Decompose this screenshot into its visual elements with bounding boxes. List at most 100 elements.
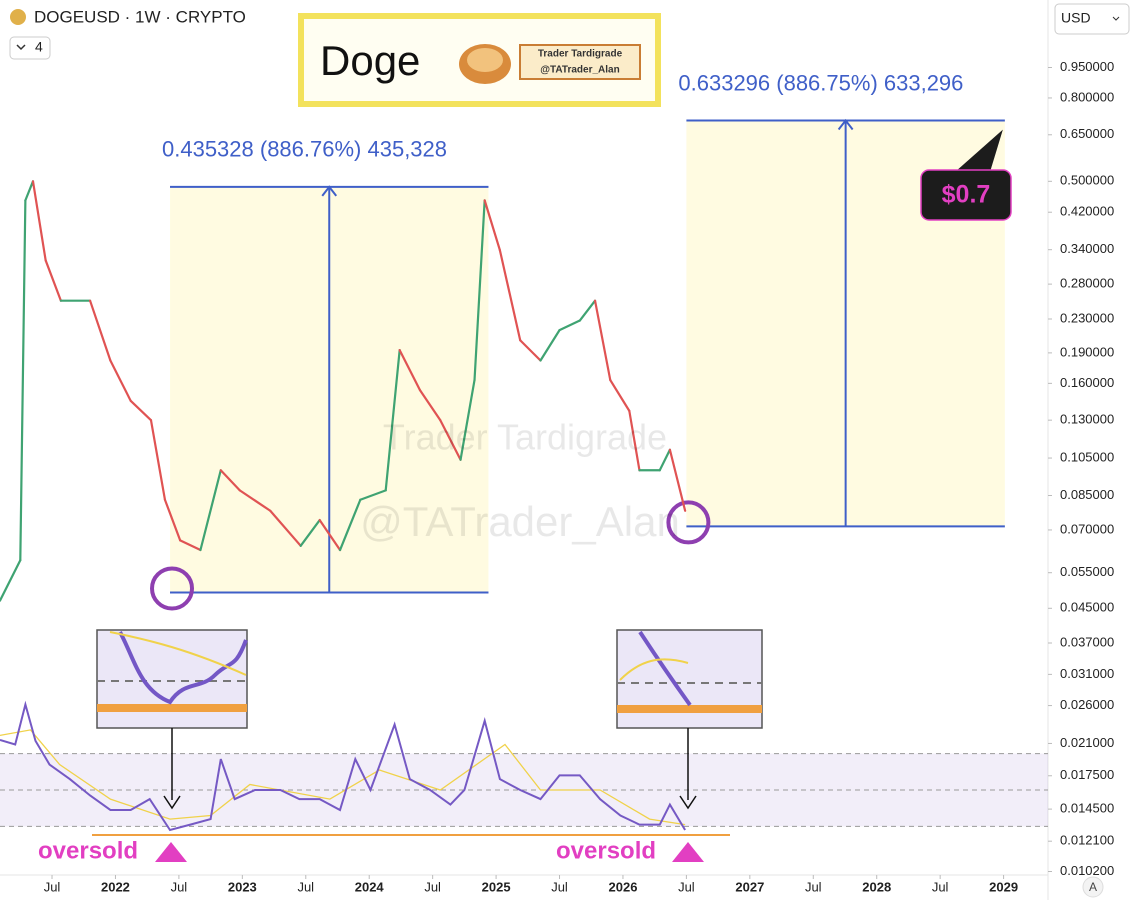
low-marker — [150, 566, 195, 611]
symbol: DOGEUSD · 1W · CRYPTO — [34, 7, 246, 26]
y-tick-label: 0.160000 — [1060, 375, 1114, 390]
y-tick-label: 0.010200 — [1060, 863, 1114, 878]
y-tick-label: 0.017500 — [1060, 767, 1114, 782]
price-segment — [88, 299, 112, 362]
plot: 0.950000 0.800000 0.650000 0.500000 0.420000… — [0, 59, 1114, 894]
x-tick-label: Jul — [932, 879, 949, 894]
y-tick-label: 0.105000 — [1060, 449, 1114, 464]
x-tick-label: Jul — [551, 879, 568, 894]
price-segment — [384, 349, 401, 492]
oversold-label: oversold — [556, 837, 656, 864]
rsi-zoom-inset — [96, 629, 248, 810]
price-segment — [219, 469, 241, 492]
triangle — [155, 842, 187, 862]
price-segment — [439, 419, 462, 461]
price-segment — [44, 259, 63, 302]
price-segment — [199, 469, 222, 552]
currency-dropdown[interactable] — [1054, 3, 1130, 35]
price-segment — [149, 419, 167, 501]
y-tick-label: 0.130000 — [1060, 412, 1114, 427]
y-tick-label: 0.500000 — [1060, 173, 1114, 188]
target-label: $0.7 — [942, 181, 991, 209]
chevron — [16, 44, 26, 51]
price-segment — [609, 378, 631, 412]
y-tick-label: 0.190000 — [1060, 344, 1114, 359]
low-marker — [666, 500, 711, 545]
y-tick-label: 0.070000 — [1060, 521, 1114, 536]
x-tick-label: 2028 — [862, 879, 891, 894]
y-tick-label: 0.280000 — [1060, 276, 1114, 291]
x-tick-label: 2023 — [228, 879, 257, 894]
y-tick-label: 0.037000 — [1060, 634, 1114, 649]
rsi-ma-line — [0, 729, 686, 826]
logo-text: @TATrader_Alan — [540, 65, 619, 76]
price-segment — [498, 249, 522, 342]
x-tick-label: 2029 — [989, 879, 1018, 894]
y-tick-label: 0.950000 — [1060, 59, 1114, 74]
triangle — [672, 842, 704, 862]
price-segment — [179, 539, 202, 552]
x-tick-label: Jul — [44, 879, 61, 894]
price-segment — [398, 349, 422, 392]
y-tick-label: 0.012100 — [1060, 833, 1114, 848]
y-tick-label: 0.340000 — [1060, 241, 1114, 256]
watermark: Trader Tardigrade — [383, 417, 667, 458]
price-segment — [473, 199, 486, 382]
target-pointer — [955, 129, 1003, 172]
price-segment — [31, 180, 47, 262]
y-tick-label: 0.230000 — [1060, 310, 1114, 325]
x-tick-label: 2026 — [609, 879, 638, 894]
currency: USD — [1061, 10, 1091, 26]
y-tick-label: 0.014500 — [1060, 801, 1114, 816]
y-tick-label: 0.021000 — [1060, 735, 1114, 750]
price-segment — [0, 559, 22, 602]
rsi-zoom-inset — [616, 629, 763, 810]
price-segment — [318, 518, 342, 552]
scale-mode: A — [1089, 880, 1097, 894]
y-tick-label: 0.055000 — [1060, 564, 1114, 579]
y-tick-label: 0.420000 — [1060, 204, 1114, 219]
rsi-line — [0, 700, 686, 832]
x-tick-label: Jul — [424, 879, 441, 894]
measure-label: 0.633296 (886.75%) 633,296 — [678, 70, 963, 95]
price-segment — [338, 498, 362, 552]
price-segment — [558, 319, 581, 332]
x-tick-label: Jul — [297, 879, 314, 894]
x-tick-label: 2024 — [355, 879, 385, 894]
price-segment — [24, 180, 35, 202]
price-segment — [238, 489, 272, 512]
watermark: @TATrader_Alan — [360, 498, 680, 545]
measure-label: 0.435328 (886.76%) 435,328 — [162, 137, 447, 162]
price-segment — [129, 399, 153, 422]
x-tick-label: 2022 — [101, 879, 130, 894]
price-segment — [459, 378, 476, 461]
price-segment — [668, 448, 687, 512]
price-segment — [578, 299, 597, 322]
price-segment — [628, 409, 641, 472]
price-segment — [519, 339, 542, 362]
price-segment — [658, 448, 672, 472]
logo — [459, 44, 641, 84]
price-segment — [418, 389, 442, 422]
y-tick-label: 0.650000 — [1060, 126, 1114, 141]
chevron — [1112, 16, 1120, 21]
target-box — [920, 169, 1012, 221]
y-tick-label: 0.045000 — [1060, 600, 1114, 615]
indicator-toggle[interactable] — [9, 36, 51, 60]
y-tick-label: 0.026000 — [1060, 697, 1114, 712]
scale-mode-button[interactable] — [1082, 876, 1104, 898]
price-segment — [163, 498, 182, 542]
x-tick-label: Jul — [805, 879, 822, 894]
logo-text: Trader Tardigrade — [538, 49, 623, 60]
measure-arrowhead — [321, 185, 338, 197]
price-segment — [593, 299, 612, 382]
title: Doge — [320, 37, 420, 84]
x-tick-label: 2025 — [482, 879, 511, 894]
x-tick-label: Jul — [678, 879, 695, 894]
y-tick-label: 0.031000 — [1060, 666, 1114, 681]
y-tick-label: 0.085000 — [1060, 487, 1114, 502]
price-segment — [539, 329, 561, 362]
coin-icon — [10, 9, 26, 25]
